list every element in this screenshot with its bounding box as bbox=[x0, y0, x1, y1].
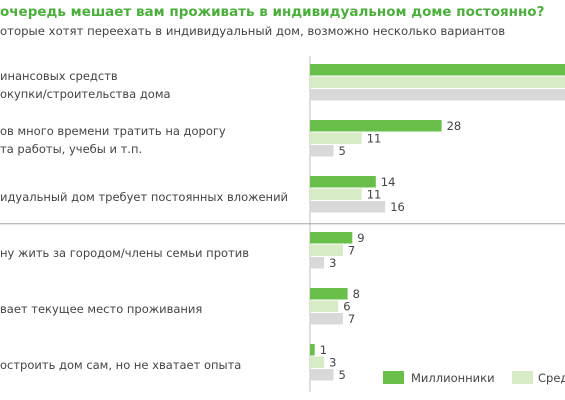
category-label: идуальный дом требует постоянных вложени… bbox=[0, 190, 288, 204]
data-label: 11 bbox=[367, 132, 382, 146]
bar bbox=[310, 188, 362, 200]
data-label: 7 bbox=[348, 244, 355, 258]
data-label: 7 bbox=[348, 312, 355, 326]
category-label: ов много времени тратить на дорогу bbox=[0, 124, 226, 138]
bar bbox=[310, 201, 386, 213]
data-label: 5 bbox=[339, 368, 346, 382]
data-label: 6 bbox=[343, 300, 350, 314]
data-label: 3 bbox=[329, 256, 336, 270]
bar bbox=[310, 344, 315, 356]
category-label: та работы, учебы и т.п. bbox=[0, 142, 142, 156]
data-label: 11 bbox=[367, 188, 382, 202]
bar bbox=[310, 369, 334, 381]
data-label: 5 bbox=[339, 144, 346, 158]
bar bbox=[310, 356, 325, 368]
legend-label: Миллионники bbox=[411, 371, 495, 385]
data-label: 8 bbox=[353, 287, 360, 301]
bar bbox=[310, 313, 343, 325]
bar bbox=[310, 288, 348, 300]
legend-swatch bbox=[512, 371, 533, 384]
data-label: 28 bbox=[447, 119, 462, 133]
data-label: 9 bbox=[357, 231, 364, 245]
bar bbox=[310, 145, 334, 157]
data-label: 16 bbox=[390, 200, 405, 214]
data-label: 1 bbox=[320, 343, 327, 357]
category-label: ну жить за городом/члены семьи против bbox=[0, 246, 249, 260]
bar bbox=[310, 120, 442, 132]
category-label: окупки/строительства дома bbox=[0, 87, 171, 101]
category-label: инансовых средств bbox=[0, 69, 118, 83]
bar bbox=[310, 176, 376, 188]
chart-subtitle: оторые хотят переехать в индивидуальный … bbox=[0, 24, 506, 38]
data-label: 3 bbox=[329, 356, 336, 370]
bar bbox=[310, 132, 362, 144]
bar bbox=[310, 244, 343, 256]
bar bbox=[310, 232, 353, 244]
category-label: остроить дом сам, но не хватает опыта bbox=[0, 358, 241, 372]
bar bbox=[310, 300, 339, 312]
legend-swatch bbox=[383, 371, 404, 384]
bar bbox=[310, 89, 565, 101]
legend-label: Сред bbox=[538, 371, 565, 385]
chart-title: очередь мешает вам проживать в индивидуа… bbox=[0, 4, 545, 20]
data-label: 14 bbox=[381, 175, 396, 189]
bar bbox=[310, 76, 565, 88]
category-label: вает текущее место проживания bbox=[0, 302, 202, 316]
bar bbox=[310, 257, 325, 269]
bar bbox=[310, 64, 565, 76]
